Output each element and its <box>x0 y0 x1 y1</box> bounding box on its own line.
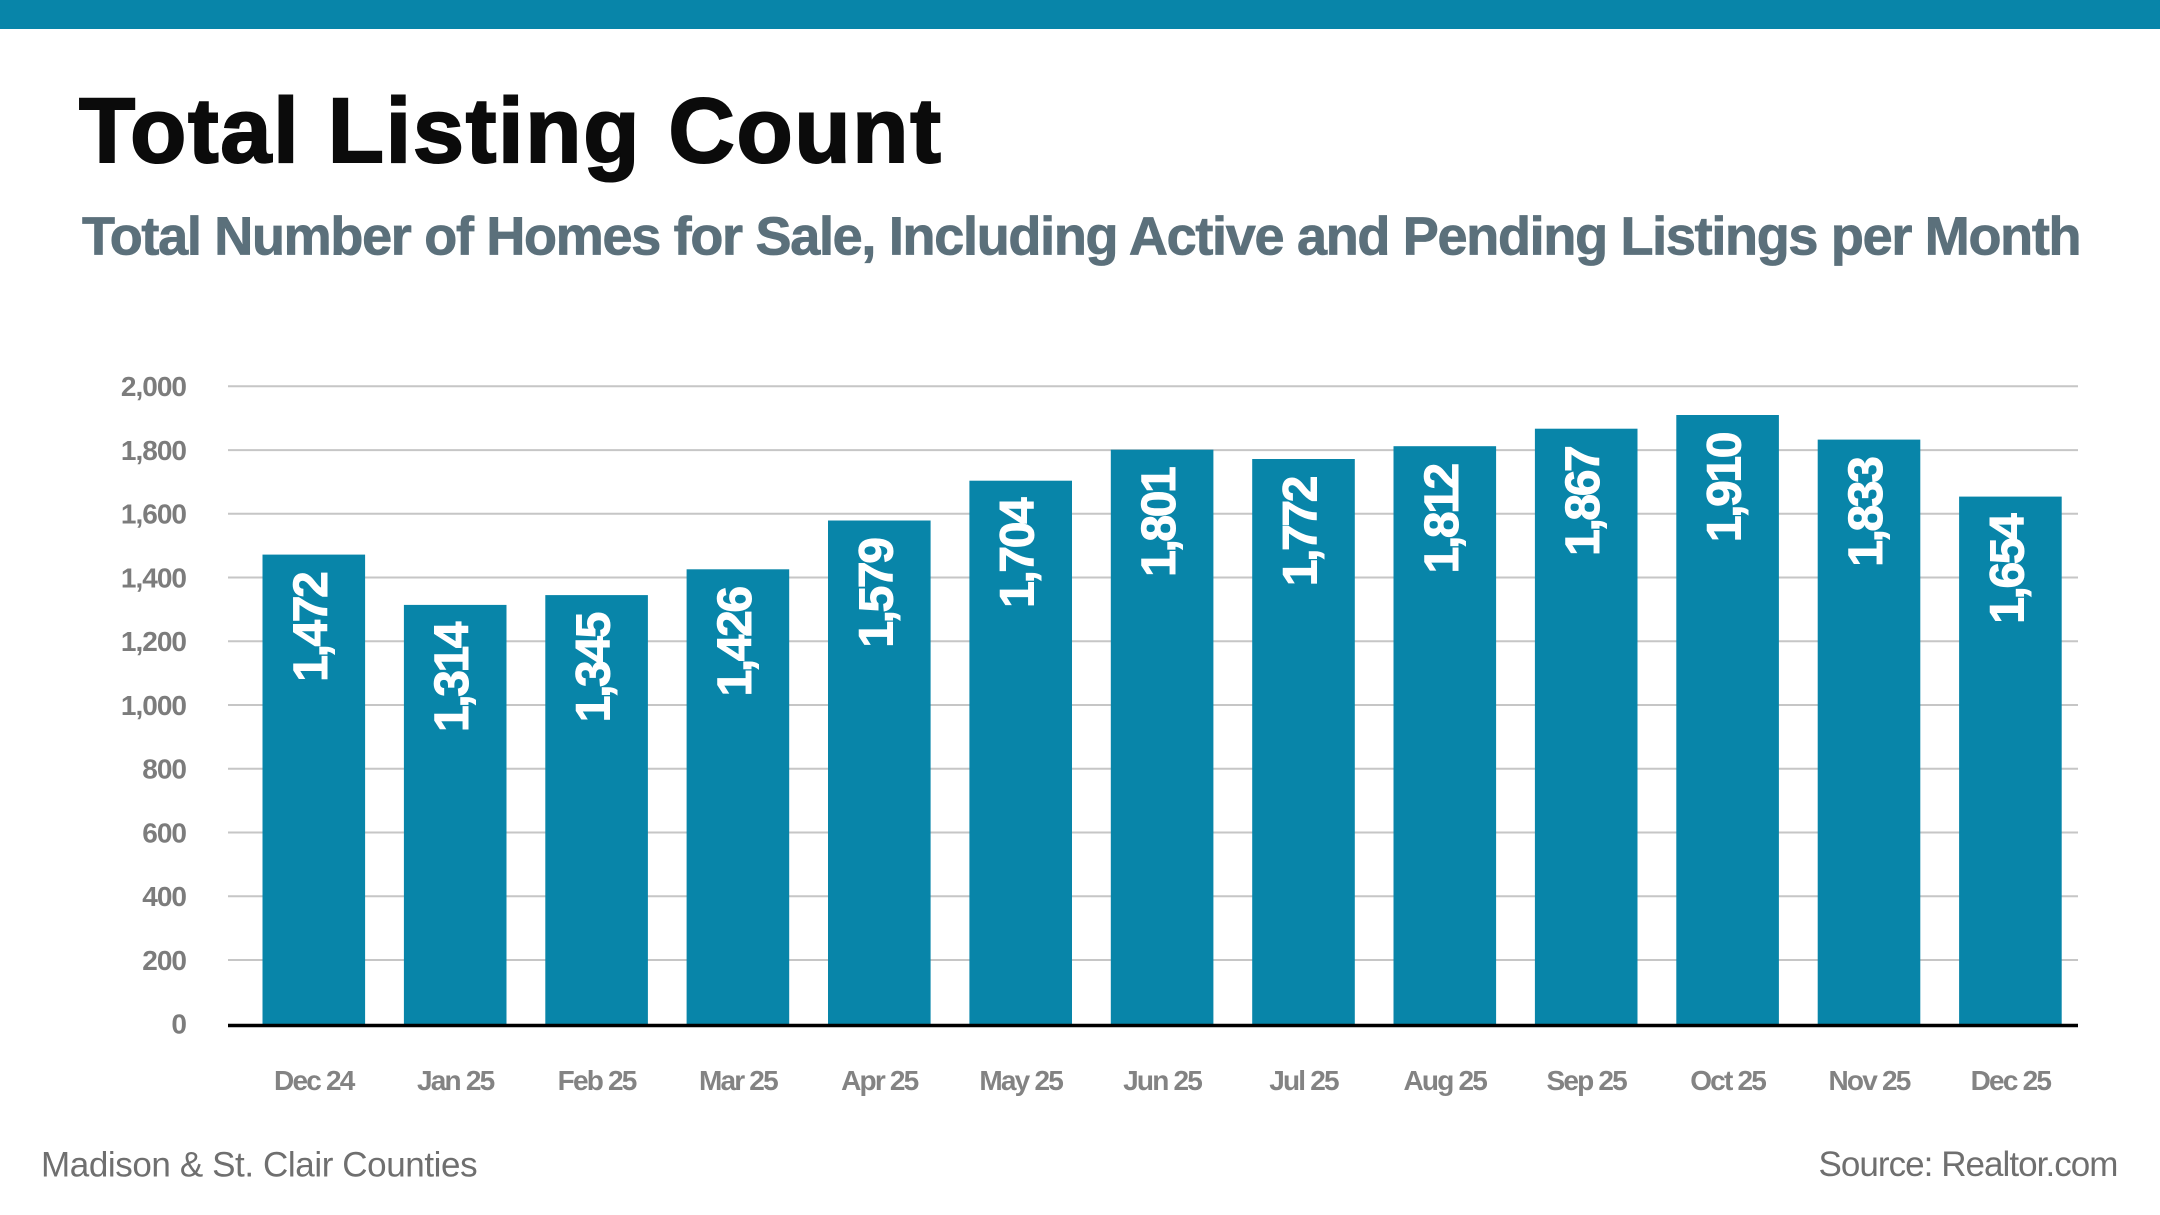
svg-text:1,801: 1,801 <box>1133 467 1186 577</box>
svg-text:1,472: 1,472 <box>285 573 338 682</box>
svg-text:Mar 25: Mar 25 <box>699 1065 778 1096</box>
svg-text:Feb 25: Feb 25 <box>558 1065 637 1096</box>
svg-text:1,867: 1,867 <box>1557 447 1610 556</box>
svg-text:Sep 25: Sep 25 <box>1546 1065 1627 1096</box>
svg-text:1,400: 1,400 <box>121 562 186 593</box>
svg-text:600: 600 <box>142 817 186 848</box>
svg-text:0: 0 <box>171 1009 186 1040</box>
svg-text:Dec 24: Dec 24 <box>274 1065 356 1096</box>
svg-text:Jul 25: Jul 25 <box>1269 1065 1339 1096</box>
svg-text:1,812: 1,812 <box>1416 465 1469 574</box>
svg-text:Jan 25: Jan 25 <box>417 1065 495 1096</box>
svg-text:1,800: 1,800 <box>121 435 186 466</box>
svg-text:1,579: 1,579 <box>850 539 903 648</box>
svg-text:1,314: 1,314 <box>426 621 479 732</box>
svg-text:1,910: 1,910 <box>1699 433 1752 542</box>
svg-text:1,654: 1,654 <box>1981 513 2034 624</box>
svg-text:Total Listing Count: Total Listing Count <box>79 80 943 182</box>
svg-text:Apr 25: Apr 25 <box>841 1065 919 1096</box>
svg-text:1,200: 1,200 <box>121 626 186 657</box>
svg-text:Madison & St. Clair Counties: Madison & St. Clair Counties <box>41 1146 477 1185</box>
svg-text:Oct 25: Oct 25 <box>1690 1065 1766 1096</box>
svg-text:2,000: 2,000 <box>121 371 186 402</box>
svg-text:200: 200 <box>142 945 186 976</box>
svg-text:Aug 25: Aug 25 <box>1404 1065 1488 1096</box>
svg-text:1,833: 1,833 <box>1840 458 1893 567</box>
svg-text:1,426: 1,426 <box>709 588 762 697</box>
svg-text:1,000: 1,000 <box>121 690 186 721</box>
svg-text:1,772: 1,772 <box>1275 477 1328 586</box>
svg-text:1,704: 1,704 <box>992 497 1045 608</box>
svg-text:1,600: 1,600 <box>121 499 186 530</box>
svg-text:Nov 25: Nov 25 <box>1828 1065 1910 1096</box>
svg-text:Jun 25: Jun 25 <box>1123 1065 1202 1096</box>
svg-text:Source: Realtor.com: Source: Realtor.com <box>1818 1145 2117 1184</box>
svg-text:400: 400 <box>142 881 186 912</box>
svg-text:Dec 25: Dec 25 <box>1971 1065 2052 1096</box>
svg-text:1,345: 1,345 <box>568 612 621 722</box>
svg-text:May 25: May 25 <box>979 1065 1063 1096</box>
svg-text:Total Number of Homes for Sale: Total Number of Homes for Sale, Includin… <box>82 207 2080 267</box>
svg-text:800: 800 <box>142 754 186 785</box>
